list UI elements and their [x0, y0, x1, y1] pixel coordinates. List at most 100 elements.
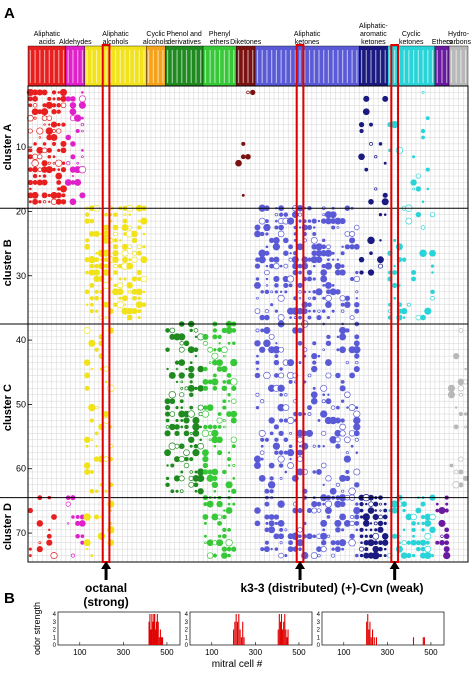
response-dot — [102, 236, 110, 244]
response-dot — [419, 249, 427, 257]
response-dot — [365, 502, 368, 506]
response-dot — [165, 476, 170, 481]
response-dot — [258, 256, 266, 264]
y-tick-label: 30 — [16, 271, 26, 281]
response-dot — [104, 316, 108, 319]
response-dot — [201, 429, 210, 438]
response-dot — [372, 532, 380, 540]
response-dot — [178, 443, 185, 450]
response-dot — [223, 354, 226, 358]
response-dot — [85, 270, 89, 275]
response-dot — [136, 250, 142, 256]
response-dot — [354, 301, 360, 308]
y-tick-label-b: 4 — [185, 612, 189, 618]
response-dot — [367, 507, 375, 514]
response-dot — [216, 359, 223, 366]
response-dot — [203, 521, 207, 525]
response-dot — [369, 534, 373, 539]
response-dot — [141, 302, 147, 308]
response-dot — [131, 276, 138, 282]
response-dot — [286, 449, 295, 457]
response-dot — [95, 444, 98, 448]
arrow-head-2 — [389, 561, 400, 569]
response-dot — [263, 326, 271, 334]
response-dot — [344, 391, 351, 398]
response-dot — [168, 391, 176, 399]
response-dot — [321, 540, 327, 546]
response-dot — [308, 290, 311, 294]
response-dot — [137, 316, 141, 320]
response-dot — [258, 217, 266, 225]
arrow-head-1 — [295, 561, 306, 569]
response-dot — [179, 489, 184, 494]
response-dot — [458, 328, 464, 333]
response-dot — [336, 226, 340, 229]
response-dot — [193, 482, 199, 488]
response-dot — [349, 520, 355, 527]
response-dot — [55, 192, 62, 199]
response-dot — [317, 309, 321, 313]
response-dot — [70, 141, 76, 147]
response-dot — [103, 263, 109, 269]
response-dot — [289, 316, 292, 319]
response-dot — [118, 296, 122, 300]
response-dot — [335, 372, 341, 379]
response-dot — [56, 96, 61, 101]
response-dot — [377, 520, 384, 527]
response-dot — [274, 521, 278, 525]
response-dot — [75, 129, 80, 134]
response-dot — [89, 218, 95, 224]
response-dot — [213, 444, 217, 448]
response-dot — [297, 340, 303, 346]
response-dot — [264, 437, 269, 442]
response-dot — [297, 527, 303, 533]
response-dot — [43, 123, 46, 126]
response-dot — [31, 191, 39, 199]
response-dot — [90, 302, 94, 307]
y-tick-label-b: 1 — [185, 635, 189, 641]
group-name-4: Phenol and derivatives — [166, 31, 202, 46]
response-dot — [46, 115, 52, 121]
response-dot — [325, 398, 332, 405]
response-dot — [265, 284, 269, 287]
response-dot — [201, 449, 209, 457]
response-dot — [296, 539, 304, 547]
response-dot — [217, 412, 222, 416]
response-dot — [85, 547, 89, 551]
response-dot — [192, 449, 200, 457]
response-dot — [463, 379, 469, 385]
response-dot — [339, 269, 346, 276]
response-dot — [104, 380, 108, 384]
response-dot — [359, 508, 364, 513]
response-dot — [112, 250, 119, 257]
response-dot — [359, 270, 364, 275]
response-dot — [458, 411, 464, 417]
response-dot — [65, 501, 71, 507]
response-dot — [355, 360, 359, 365]
response-dot — [410, 513, 417, 521]
response-dot — [289, 457, 292, 461]
response-dot — [277, 314, 285, 321]
response-dot — [312, 341, 317, 346]
response-dot — [283, 282, 289, 288]
response-dot — [41, 147, 48, 154]
response-dot — [335, 482, 340, 487]
response-dot — [179, 341, 184, 346]
response-dot — [28, 554, 32, 557]
response-dot — [71, 515, 75, 519]
response-dot — [307, 315, 312, 320]
y-tick-label-b: 1 — [53, 635, 57, 641]
response-dot — [339, 326, 347, 335]
response-dot — [378, 546, 383, 552]
response-dot — [462, 475, 469, 482]
response-dot — [273, 533, 280, 540]
y-tick-label-b: 2 — [185, 628, 189, 634]
response-dot — [322, 483, 325, 487]
response-dot — [341, 245, 344, 249]
response-dot — [254, 520, 261, 527]
response-dot — [41, 179, 48, 186]
response-dot — [189, 328, 193, 333]
response-dot — [89, 470, 94, 474]
response-dot — [69, 102, 77, 109]
response-dot — [348, 404, 356, 412]
